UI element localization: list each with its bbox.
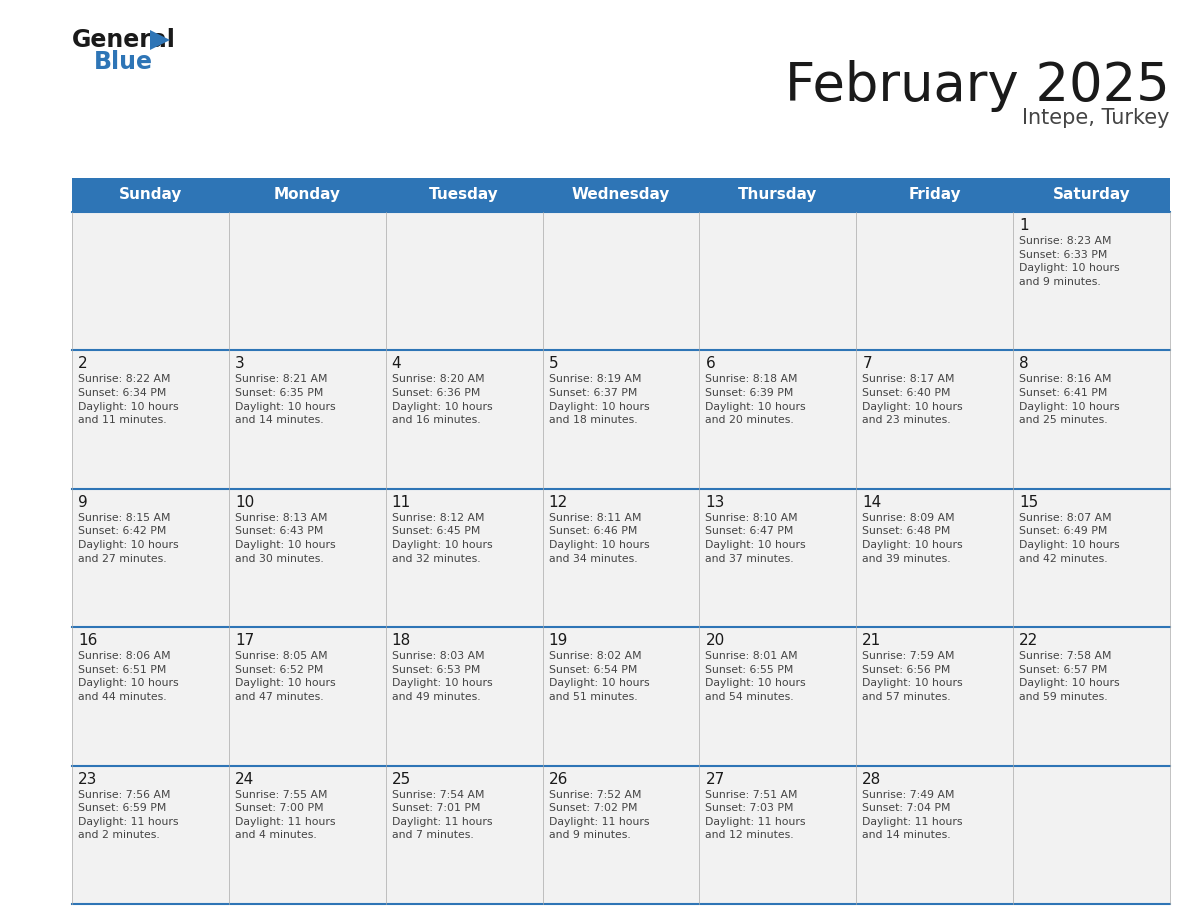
Text: Sunrise: 8:23 AM
Sunset: 6:33 PM
Daylight: 10 hours
and 9 minutes.: Sunrise: 8:23 AM Sunset: 6:33 PM Dayligh… bbox=[1019, 236, 1120, 286]
Text: 19: 19 bbox=[549, 633, 568, 648]
Text: Sunrise: 7:58 AM
Sunset: 6:57 PM
Daylight: 10 hours
and 59 minutes.: Sunrise: 7:58 AM Sunset: 6:57 PM Dayligh… bbox=[1019, 651, 1120, 702]
Polygon shape bbox=[150, 30, 170, 50]
Text: 4: 4 bbox=[392, 356, 402, 372]
Text: 24: 24 bbox=[235, 772, 254, 787]
Text: 6: 6 bbox=[706, 356, 715, 372]
Text: Monday: Monday bbox=[273, 187, 341, 203]
Text: Sunrise: 8:19 AM
Sunset: 6:37 PM
Daylight: 10 hours
and 18 minutes.: Sunrise: 8:19 AM Sunset: 6:37 PM Dayligh… bbox=[549, 375, 649, 425]
Text: 1: 1 bbox=[1019, 218, 1029, 233]
Text: Sunrise: 8:06 AM
Sunset: 6:51 PM
Daylight: 10 hours
and 44 minutes.: Sunrise: 8:06 AM Sunset: 6:51 PM Dayligh… bbox=[78, 651, 178, 702]
Text: General: General bbox=[72, 28, 176, 52]
Bar bbox=[72, 351, 1170, 488]
Text: 26: 26 bbox=[549, 772, 568, 787]
Text: Sunrise: 8:16 AM
Sunset: 6:41 PM
Daylight: 10 hours
and 25 minutes.: Sunrise: 8:16 AM Sunset: 6:41 PM Dayligh… bbox=[1019, 375, 1120, 425]
Bar bbox=[72, 178, 1170, 212]
Text: Sunrise: 8:11 AM
Sunset: 6:46 PM
Daylight: 10 hours
and 34 minutes.: Sunrise: 8:11 AM Sunset: 6:46 PM Dayligh… bbox=[549, 513, 649, 564]
Text: 13: 13 bbox=[706, 495, 725, 509]
Text: Sunrise: 7:54 AM
Sunset: 7:01 PM
Daylight: 11 hours
and 7 minutes.: Sunrise: 7:54 AM Sunset: 7:01 PM Dayligh… bbox=[392, 789, 492, 840]
Text: Saturday: Saturday bbox=[1053, 187, 1131, 203]
Text: 14: 14 bbox=[862, 495, 881, 509]
Bar bbox=[72, 488, 1170, 627]
Text: Blue: Blue bbox=[94, 50, 153, 74]
Text: Sunrise: 8:21 AM
Sunset: 6:35 PM
Daylight: 10 hours
and 14 minutes.: Sunrise: 8:21 AM Sunset: 6:35 PM Dayligh… bbox=[235, 375, 335, 425]
Text: Friday: Friday bbox=[909, 187, 961, 203]
Text: 8: 8 bbox=[1019, 356, 1029, 372]
Text: 27: 27 bbox=[706, 772, 725, 787]
Text: 20: 20 bbox=[706, 633, 725, 648]
Text: 15: 15 bbox=[1019, 495, 1038, 509]
Text: Sunrise: 7:49 AM
Sunset: 7:04 PM
Daylight: 11 hours
and 14 minutes.: Sunrise: 7:49 AM Sunset: 7:04 PM Dayligh… bbox=[862, 789, 962, 840]
Text: Sunrise: 8:05 AM
Sunset: 6:52 PM
Daylight: 10 hours
and 47 minutes.: Sunrise: 8:05 AM Sunset: 6:52 PM Dayligh… bbox=[235, 651, 335, 702]
Text: Sunrise: 8:03 AM
Sunset: 6:53 PM
Daylight: 10 hours
and 49 minutes.: Sunrise: 8:03 AM Sunset: 6:53 PM Dayligh… bbox=[392, 651, 492, 702]
Text: Sunrise: 7:51 AM
Sunset: 7:03 PM
Daylight: 11 hours
and 12 minutes.: Sunrise: 7:51 AM Sunset: 7:03 PM Dayligh… bbox=[706, 789, 805, 840]
Text: Sunrise: 8:18 AM
Sunset: 6:39 PM
Daylight: 10 hours
and 20 minutes.: Sunrise: 8:18 AM Sunset: 6:39 PM Dayligh… bbox=[706, 375, 805, 425]
Text: 3: 3 bbox=[235, 356, 245, 372]
Text: Sunrise: 8:13 AM
Sunset: 6:43 PM
Daylight: 10 hours
and 30 minutes.: Sunrise: 8:13 AM Sunset: 6:43 PM Dayligh… bbox=[235, 513, 335, 564]
Text: 16: 16 bbox=[78, 633, 97, 648]
Text: Sunrise: 8:15 AM
Sunset: 6:42 PM
Daylight: 10 hours
and 27 minutes.: Sunrise: 8:15 AM Sunset: 6:42 PM Dayligh… bbox=[78, 513, 178, 564]
Text: Sunrise: 8:10 AM
Sunset: 6:47 PM
Daylight: 10 hours
and 37 minutes.: Sunrise: 8:10 AM Sunset: 6:47 PM Dayligh… bbox=[706, 513, 805, 564]
Text: 12: 12 bbox=[549, 495, 568, 509]
Bar bbox=[72, 627, 1170, 766]
Text: Wednesday: Wednesday bbox=[571, 187, 670, 203]
Text: 2: 2 bbox=[78, 356, 88, 372]
Text: Sunrise: 8:07 AM
Sunset: 6:49 PM
Daylight: 10 hours
and 42 minutes.: Sunrise: 8:07 AM Sunset: 6:49 PM Dayligh… bbox=[1019, 513, 1120, 564]
Text: 17: 17 bbox=[235, 633, 254, 648]
Text: 9: 9 bbox=[78, 495, 88, 509]
Text: Sunrise: 7:59 AM
Sunset: 6:56 PM
Daylight: 10 hours
and 57 minutes.: Sunrise: 7:59 AM Sunset: 6:56 PM Dayligh… bbox=[862, 651, 963, 702]
Text: 21: 21 bbox=[862, 633, 881, 648]
Text: Sunrise: 8:09 AM
Sunset: 6:48 PM
Daylight: 10 hours
and 39 minutes.: Sunrise: 8:09 AM Sunset: 6:48 PM Dayligh… bbox=[862, 513, 963, 564]
Text: Sunrise: 8:02 AM
Sunset: 6:54 PM
Daylight: 10 hours
and 51 minutes.: Sunrise: 8:02 AM Sunset: 6:54 PM Dayligh… bbox=[549, 651, 649, 702]
Text: 22: 22 bbox=[1019, 633, 1038, 648]
Text: Sunrise: 8:17 AM
Sunset: 6:40 PM
Daylight: 10 hours
and 23 minutes.: Sunrise: 8:17 AM Sunset: 6:40 PM Dayligh… bbox=[862, 375, 963, 425]
Text: Intepe, Turkey: Intepe, Turkey bbox=[1023, 108, 1170, 128]
Text: Sunrise: 8:12 AM
Sunset: 6:45 PM
Daylight: 10 hours
and 32 minutes.: Sunrise: 8:12 AM Sunset: 6:45 PM Dayligh… bbox=[392, 513, 492, 564]
Text: Sunrise: 7:52 AM
Sunset: 7:02 PM
Daylight: 11 hours
and 9 minutes.: Sunrise: 7:52 AM Sunset: 7:02 PM Dayligh… bbox=[549, 789, 649, 840]
Text: 5: 5 bbox=[549, 356, 558, 372]
Text: 25: 25 bbox=[392, 772, 411, 787]
Text: 7: 7 bbox=[862, 356, 872, 372]
Bar bbox=[72, 766, 1170, 904]
Text: Sunrise: 7:55 AM
Sunset: 7:00 PM
Daylight: 11 hours
and 4 minutes.: Sunrise: 7:55 AM Sunset: 7:00 PM Dayligh… bbox=[235, 789, 335, 840]
Text: Sunrise: 8:01 AM
Sunset: 6:55 PM
Daylight: 10 hours
and 54 minutes.: Sunrise: 8:01 AM Sunset: 6:55 PM Dayligh… bbox=[706, 651, 805, 702]
Text: February 2025: February 2025 bbox=[785, 60, 1170, 112]
Bar bbox=[72, 212, 1170, 351]
Text: Thursday: Thursday bbox=[738, 187, 817, 203]
Text: 18: 18 bbox=[392, 633, 411, 648]
Text: Sunrise: 8:20 AM
Sunset: 6:36 PM
Daylight: 10 hours
and 16 minutes.: Sunrise: 8:20 AM Sunset: 6:36 PM Dayligh… bbox=[392, 375, 492, 425]
Text: Sunrise: 7:56 AM
Sunset: 6:59 PM
Daylight: 11 hours
and 2 minutes.: Sunrise: 7:56 AM Sunset: 6:59 PM Dayligh… bbox=[78, 789, 178, 840]
Text: 23: 23 bbox=[78, 772, 97, 787]
Text: 11: 11 bbox=[392, 495, 411, 509]
Text: 28: 28 bbox=[862, 772, 881, 787]
Text: 10: 10 bbox=[235, 495, 254, 509]
Text: Tuesday: Tuesday bbox=[429, 187, 499, 203]
Text: Sunrise: 8:22 AM
Sunset: 6:34 PM
Daylight: 10 hours
and 11 minutes.: Sunrise: 8:22 AM Sunset: 6:34 PM Dayligh… bbox=[78, 375, 178, 425]
Text: Sunday: Sunday bbox=[119, 187, 182, 203]
